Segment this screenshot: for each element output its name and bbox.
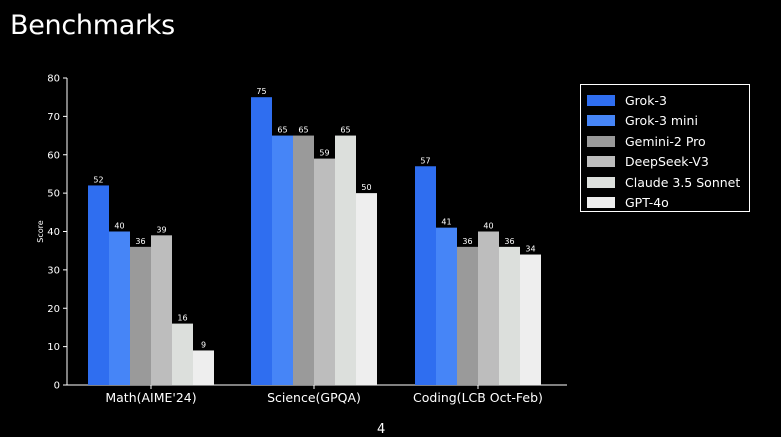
- y-tick-label: 0: [54, 381, 60, 392]
- data-label: 65: [277, 126, 287, 135]
- y-tick-label: 60: [47, 150, 60, 161]
- legend-item: DeepSeek-V3: [587, 152, 749, 173]
- legend-label: Gemini-2 Pro: [625, 133, 706, 149]
- data-label: 36: [135, 237, 145, 246]
- legend-label: DeepSeek-V3: [625, 154, 709, 170]
- data-label: 75: [256, 87, 266, 96]
- data-label: 36: [504, 237, 514, 246]
- bar: [293, 135, 314, 385]
- data-label: 36: [462, 237, 472, 246]
- bar: [335, 135, 356, 385]
- bar: [314, 158, 335, 385]
- bar: [436, 227, 457, 385]
- data-label: 16: [177, 314, 187, 323]
- y-tick-label: 30: [47, 265, 60, 276]
- data-label: 52: [93, 175, 103, 184]
- bar: [356, 193, 377, 385]
- bar: [109, 231, 130, 385]
- bar: [151, 235, 172, 385]
- bar: [499, 246, 520, 385]
- legend-item: Grok-3 mini: [587, 111, 749, 132]
- y-tick-label: 10: [47, 342, 60, 353]
- legend-item: GPT-4o: [587, 193, 749, 214]
- x-tick-label: Coding(LCB Oct-Feb): [413, 390, 543, 405]
- y-tick-label: 50: [47, 189, 60, 200]
- legend-swatch: [587, 197, 615, 209]
- bar: [520, 254, 541, 385]
- legend-swatch: [587, 176, 615, 188]
- legend-label: Claude 3.5 Sonnet: [625, 174, 741, 190]
- legend-label: Grok-3 mini: [625, 113, 698, 129]
- bar: [457, 246, 478, 385]
- x-tick-label: Math(AIME'24): [105, 390, 196, 405]
- bar: [415, 166, 436, 385]
- bar: [272, 135, 293, 385]
- y-tick-label: 80: [47, 74, 60, 85]
- legend-swatch: [587, 115, 615, 127]
- data-label: 9: [201, 340, 206, 349]
- legend-item: Gemini-2 Pro: [587, 131, 749, 152]
- data-label: 50: [361, 183, 371, 192]
- legend-label: GPT-4o: [625, 195, 669, 211]
- data-label: 57: [420, 156, 430, 165]
- bar: [478, 231, 499, 385]
- bar: [172, 323, 193, 385]
- y-tick-label: 20: [47, 304, 60, 315]
- y-tick-label: 40: [47, 227, 60, 238]
- data-label: 41: [441, 218, 451, 227]
- legend-item: Grok-3: [587, 90, 749, 111]
- bar: [130, 246, 151, 385]
- x-tick-label: Science(GPQA): [267, 390, 361, 405]
- data-label: 65: [298, 126, 308, 135]
- bar: [251, 97, 272, 385]
- y-axis-label: Score: [36, 220, 45, 242]
- data-label: 40: [114, 222, 124, 231]
- chart-legend: Grok-3 Grok-3 mini Gemini-2 Pro DeepSeek-V3…: [580, 84, 750, 212]
- bar: [193, 350, 214, 385]
- data-label: 65: [340, 126, 350, 135]
- data-label: 40: [483, 222, 493, 231]
- legend-swatch: [587, 135, 615, 147]
- y-tick-label: 70: [47, 112, 60, 123]
- legend-item: Claude 3.5 Sonnet: [587, 172, 749, 193]
- bar: [88, 185, 109, 385]
- data-label: 59: [319, 149, 329, 158]
- data-label: 39: [156, 225, 166, 234]
- legend-swatch: [587, 94, 615, 106]
- legend-swatch: [587, 156, 615, 168]
- legend-label: Grok-3: [625, 92, 667, 108]
- page-title: Benchmarks: [10, 10, 175, 41]
- footer-mark: 4: [377, 422, 386, 437]
- data-label: 34: [525, 245, 535, 254]
